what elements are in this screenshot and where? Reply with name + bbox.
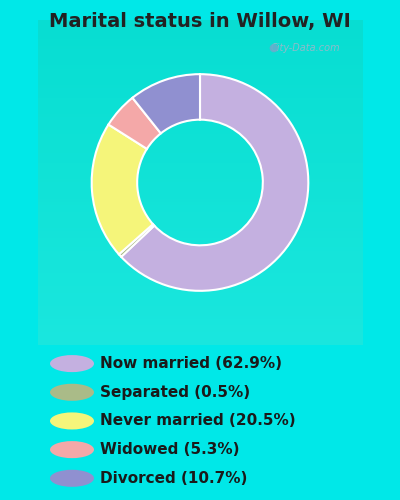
Wedge shape: [132, 74, 200, 134]
Wedge shape: [92, 124, 153, 254]
Circle shape: [50, 470, 94, 487]
Text: ●: ●: [268, 43, 278, 52]
Text: City-Data.com: City-Data.com: [270, 43, 340, 52]
Circle shape: [50, 412, 94, 430]
Circle shape: [50, 441, 94, 458]
Text: Now married (62.9%): Now married (62.9%): [100, 356, 282, 371]
Text: Never married (20.5%): Never married (20.5%): [100, 414, 296, 428]
Wedge shape: [108, 98, 161, 149]
Text: Marital status in Willow, WI: Marital status in Willow, WI: [49, 12, 351, 32]
Text: Divorced (10.7%): Divorced (10.7%): [100, 471, 247, 486]
Wedge shape: [121, 74, 308, 291]
Circle shape: [50, 355, 94, 372]
Text: Separated (0.5%): Separated (0.5%): [100, 385, 250, 400]
Wedge shape: [119, 224, 154, 257]
Text: Widowed (5.3%): Widowed (5.3%): [100, 442, 240, 457]
Circle shape: [50, 384, 94, 401]
